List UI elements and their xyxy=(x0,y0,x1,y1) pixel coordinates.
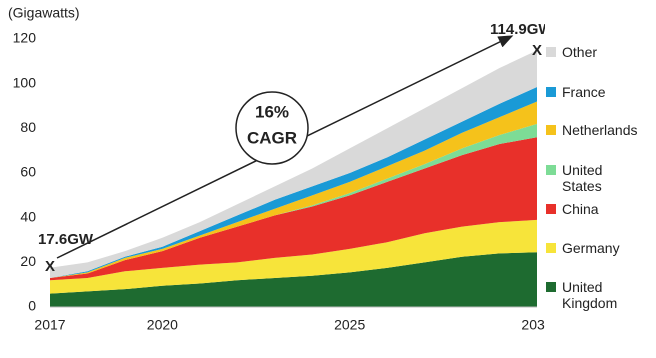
legend-swatch xyxy=(546,87,556,97)
y-tick-label: 20 xyxy=(20,253,36,269)
area xyxy=(50,123,537,278)
x-tick-label: 2017 xyxy=(34,317,65,333)
legend-label: Germany xyxy=(562,240,620,256)
legend-item: Netherlands xyxy=(546,122,651,138)
legend-item: United States xyxy=(546,162,651,194)
legend-item: Other xyxy=(546,44,651,60)
legend-label: United Kingdom xyxy=(562,279,618,311)
area xyxy=(50,252,537,307)
area xyxy=(50,137,537,281)
annotation: CAGR xyxy=(247,128,297,147)
legend-item: China xyxy=(546,201,651,217)
legend-item: United Kingdom xyxy=(546,279,651,311)
legend-label: China xyxy=(562,201,599,217)
legend-swatch xyxy=(546,47,556,57)
legend-swatch xyxy=(546,243,556,253)
cagr-circle xyxy=(235,91,309,165)
x-tick-label: 2020 xyxy=(147,317,178,333)
y-tick-label: 40 xyxy=(20,208,36,224)
legend-swatch xyxy=(546,165,556,175)
annotation: X xyxy=(532,42,542,59)
annotation: 16% xyxy=(255,102,289,121)
x-tick-label: 2025 xyxy=(334,317,365,333)
legend-label: France xyxy=(562,84,606,100)
area xyxy=(50,219,537,294)
y-tick-label: 0 xyxy=(28,298,36,314)
y-tick-label: 80 xyxy=(20,119,36,135)
legend-item: France xyxy=(546,84,651,100)
legend-swatch xyxy=(546,125,556,135)
legend-label: United States xyxy=(562,162,603,194)
legend-label: Other xyxy=(562,44,598,60)
y-tick-label: 120 xyxy=(13,30,37,46)
legend-item: Germany xyxy=(546,240,651,256)
annotation: 114.9GW xyxy=(490,21,545,38)
y-unit: (Gigawatts) xyxy=(8,5,80,21)
y-tick-label: 100 xyxy=(13,74,37,90)
legend-label: Netherlands xyxy=(562,122,638,138)
legend-swatch xyxy=(546,204,556,214)
legend-swatch xyxy=(546,282,556,292)
y-tick-label: 60 xyxy=(20,164,36,180)
annotation: X xyxy=(45,258,55,275)
chart: (Gigawatts) 0 20 40 60 80 100 120 2017 2020 2025 2… xyxy=(8,5,553,333)
annotation: 17.6GW xyxy=(38,231,94,248)
x-tick-label: 2030 xyxy=(521,317,545,333)
